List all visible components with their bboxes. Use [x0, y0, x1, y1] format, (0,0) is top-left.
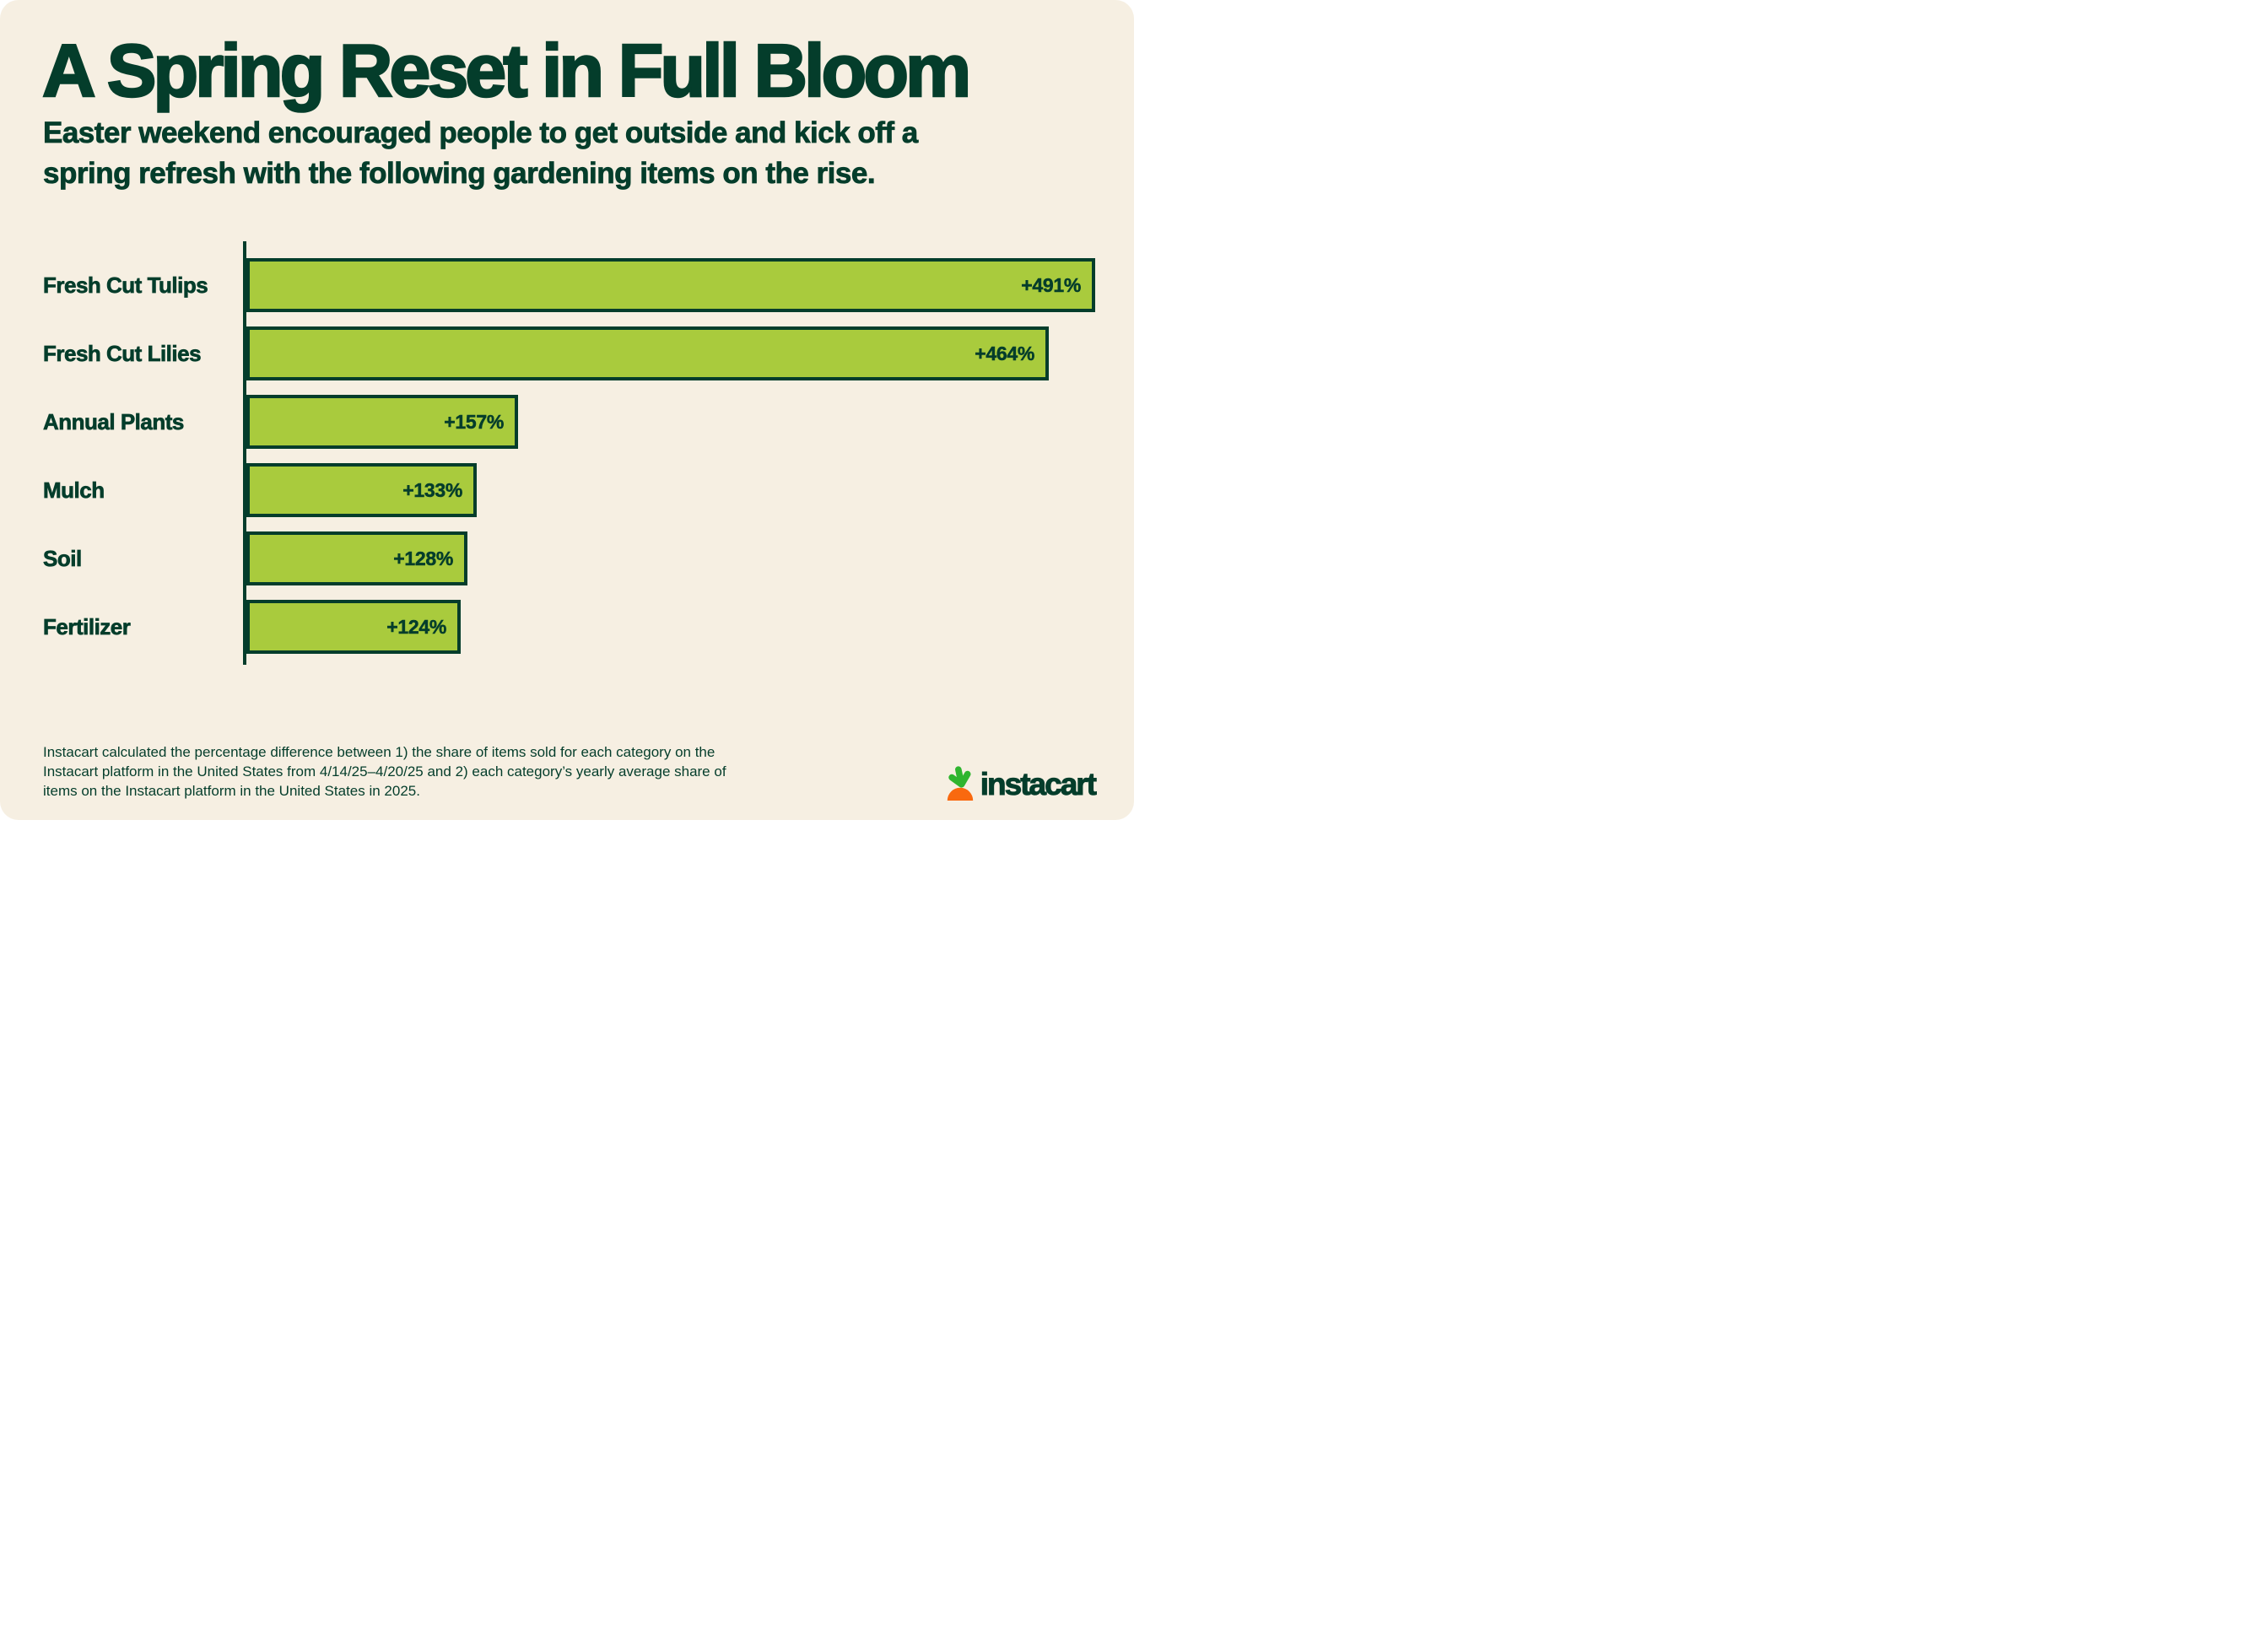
chart-row: Fertilizer +124%	[0, 600, 1134, 654]
bar: +464%	[246, 326, 1049, 380]
chart-row: Fresh Cut Tulips +491%	[0, 258, 1134, 312]
bar-label: Soil	[43, 545, 83, 571]
chart-row: Fresh Cut Lilies +464%	[0, 326, 1134, 380]
carrot-icon	[947, 766, 973, 801]
infographic-card: A Spring Reset in Full Bloom Easter week…	[0, 0, 1134, 820]
bar-label: Mulch	[43, 477, 105, 503]
bar: +157%	[246, 395, 518, 449]
page-title: A Spring Reset in Full Bloom	[41, 29, 973, 112]
chart-row: Soil +128%	[0, 531, 1134, 585]
page-subtitle: Easter weekend encouraged people to get …	[43, 116, 919, 191]
bar: +491%	[246, 258, 1095, 312]
bar-value: +491%	[1021, 273, 1082, 296]
bar-label: Annual Plants	[43, 408, 185, 434]
instacart-wordmark: instacart	[980, 766, 1097, 801]
carrot-leaf	[948, 766, 971, 788]
bar: +133%	[246, 463, 477, 517]
carrot-body	[947, 787, 973, 801]
bar: +128%	[246, 531, 467, 585]
bar-label: Fresh Cut Tulips	[43, 272, 208, 298]
methodology-note: Instacart calculated the percentage diff…	[43, 744, 726, 799]
bar-value: +124%	[386, 615, 447, 638]
instacart-logo: instacart	[944, 765, 1098, 802]
y-axis-line	[243, 241, 246, 665]
bar-value: +128%	[393, 547, 454, 569]
chart-row: Annual Plants +157%	[0, 395, 1134, 449]
bar-chart: Fresh Cut Tulips +491% Fresh Cut Lilies +46…	[0, 0, 1134, 820]
bar-value: +133%	[402, 478, 463, 501]
bar-label: Fresh Cut Lilies	[43, 340, 202, 366]
bar-value: +157%	[444, 410, 505, 433]
bar-label: Fertilizer	[43, 613, 132, 639]
bar: +124%	[246, 600, 461, 654]
bar-value: +464%	[975, 342, 1035, 364]
chart-row: Mulch +133%	[0, 463, 1134, 517]
